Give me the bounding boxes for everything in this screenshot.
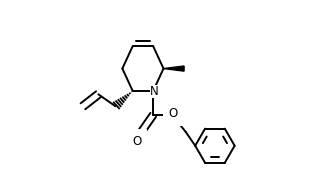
Text: N: N bbox=[150, 85, 159, 98]
Polygon shape bbox=[164, 66, 184, 71]
Text: O: O bbox=[169, 107, 178, 120]
Text: O: O bbox=[132, 135, 142, 148]
